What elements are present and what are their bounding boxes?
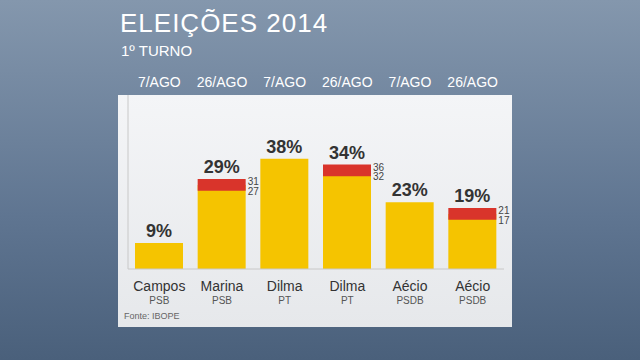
svg-text:Campos: Campos [133, 278, 185, 294]
svg-text:36: 36 [373, 161, 385, 173]
svg-text:Aécio: Aécio [455, 278, 490, 294]
svg-text:32: 32 [373, 171, 385, 182]
svg-text:7/AGO: 7/AGO [263, 74, 306, 90]
svg-text:17: 17 [498, 215, 510, 226]
svg-text:Marina: Marina [201, 278, 244, 294]
svg-text:19%: 19% [454, 186, 490, 206]
svg-text:26/AGO: 26/AGO [322, 74, 373, 90]
svg-text:38%: 38% [266, 137, 302, 157]
svg-text:21: 21 [498, 205, 510, 217]
svg-text:29%: 29% [204, 157, 240, 177]
svg-text:Aécio: Aécio [392, 278, 427, 294]
html-text:ELEIÇÕES 2014: ELEIÇÕES 2014 [120, 8, 329, 38]
svg-text:27: 27 [248, 186, 260, 197]
html-text:1º TURNO: 1º TURNO [121, 42, 192, 59]
svg-text:PSDB: PSDB [459, 295, 487, 306]
html-text:Fonte: IBOPE: Fonte: IBOPE [124, 311, 180, 321]
svg-text:9%: 9% [146, 221, 172, 241]
svg-text:Dilma: Dilma [329, 278, 365, 294]
svg-text:7/AGO: 7/AGO [138, 74, 181, 90]
svg-text:PT: PT [341, 295, 354, 306]
svg-text:Dilma: Dilma [267, 278, 303, 294]
svg-text:PSB: PSB [212, 295, 232, 306]
svg-text:26/AGO: 26/AGO [197, 74, 248, 90]
svg-text:34%: 34% [329, 143, 365, 163]
svg-text:PSDB: PSDB [396, 295, 424, 306]
svg-text:23%: 23% [392, 180, 428, 200]
svg-text:26/AGO: 26/AGO [447, 74, 498, 90]
svg-text:PT: PT [278, 295, 291, 306]
svg-text:7/AGO: 7/AGO [389, 74, 432, 90]
svg-text:PSB: PSB [149, 295, 169, 306]
svg-text:31: 31 [247, 176, 259, 188]
